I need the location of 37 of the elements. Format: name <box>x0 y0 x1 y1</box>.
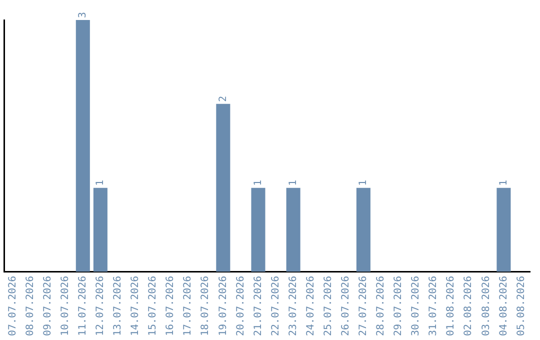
x-tick-label: 28.07.2026 <box>376 276 387 336</box>
data-label: 3 <box>77 12 88 18</box>
x-tick-label: 26.07.2026 <box>340 276 352 336</box>
x-tick-label: 23.07.2026 <box>288 276 299 336</box>
x-tick-label: 24.07.2026 <box>305 276 316 336</box>
data-label: 1 <box>252 180 264 186</box>
x-tick-label: 29.07.2026 <box>393 276 404 336</box>
x-tick-label: 13.07.2026 <box>112 276 124 336</box>
data-label: 1 <box>95 180 106 186</box>
x-tick-label: 15.07.2026 <box>148 276 159 336</box>
x-tick-label: 07.07.2026 <box>7 276 18 336</box>
x-tick-label: 09.07.2026 <box>42 276 54 336</box>
x-tick-label: 05.08.2026 <box>516 276 527 336</box>
x-tick-label: 10.07.2026 <box>60 276 71 336</box>
x-tick-label: 30.07.2026 <box>410 276 422 336</box>
x-tick-label: 22.07.2026 <box>270 276 282 336</box>
x-tick-label: 31.07.2026 <box>428 276 440 336</box>
x-tick-label: 03.08.2026 <box>480 276 492 336</box>
data-label: 1 <box>358 180 370 186</box>
x-tick-label: 21.07.2026 <box>252 276 264 336</box>
x-tick-label: 02.08.2026 <box>463 276 474 336</box>
x-tick-label: 19.07.2026 <box>218 276 229 336</box>
x-tick-label: 17.07.2026 <box>182 276 194 336</box>
x-tick-label: 12.07.2026 <box>95 276 106 336</box>
x-tick-label: 16.07.2026 <box>165 276 176 336</box>
x-tick-label: 08.07.2026 <box>24 276 36 336</box>
x-tick-label: 11.07.2026 <box>77 276 88 336</box>
x-tick-label: 01.08.2026 <box>446 276 457 336</box>
x-tick-label: 18.07.2026 <box>200 276 212 336</box>
data-label: 1 <box>288 180 299 186</box>
x-tick-label: 25.07.2026 <box>322 276 334 336</box>
x-tick-label: 14.07.2026 <box>130 276 142 336</box>
x-tick-label: 04.08.2026 <box>498 276 510 336</box>
x-tick-label: 20.07.2026 <box>235 276 246 336</box>
data-label: 1 <box>498 180 510 186</box>
data-label: 2 <box>218 96 229 102</box>
x-tick-label: 27.07.2026 <box>358 276 370 336</box>
